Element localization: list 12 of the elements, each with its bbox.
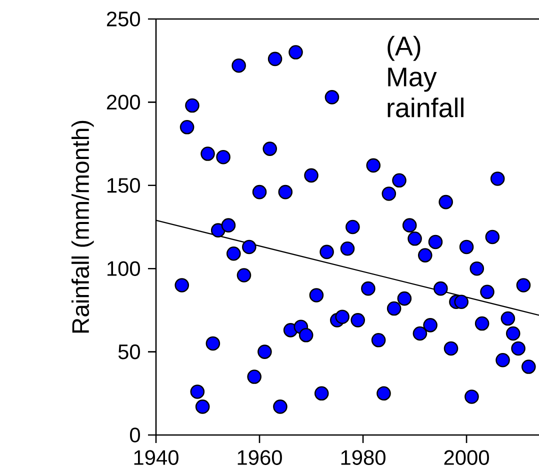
- y-tick-label: 250: [106, 12, 140, 26]
- y-tick-label: 100: [108, 261, 140, 276]
- y-axis-title: Rainfall (mm/month): [71, 120, 94, 333]
- y-tick-label: 200: [106, 94, 140, 110]
- y-tick-label: 50: [118, 344, 140, 360]
- annotation: (A) May rainfall: [388, 36, 464, 118]
- y-tick-label: 0: [130, 428, 140, 442]
- x-tick-label: 1980: [341, 450, 386, 465]
- x-tick-label: 2000: [444, 450, 489, 465]
- x-tick-label: 1940: [134, 450, 178, 465]
- y-tick-label: 150: [108, 178, 140, 193]
- x-tick-label: 1960: [238, 450, 282, 465]
